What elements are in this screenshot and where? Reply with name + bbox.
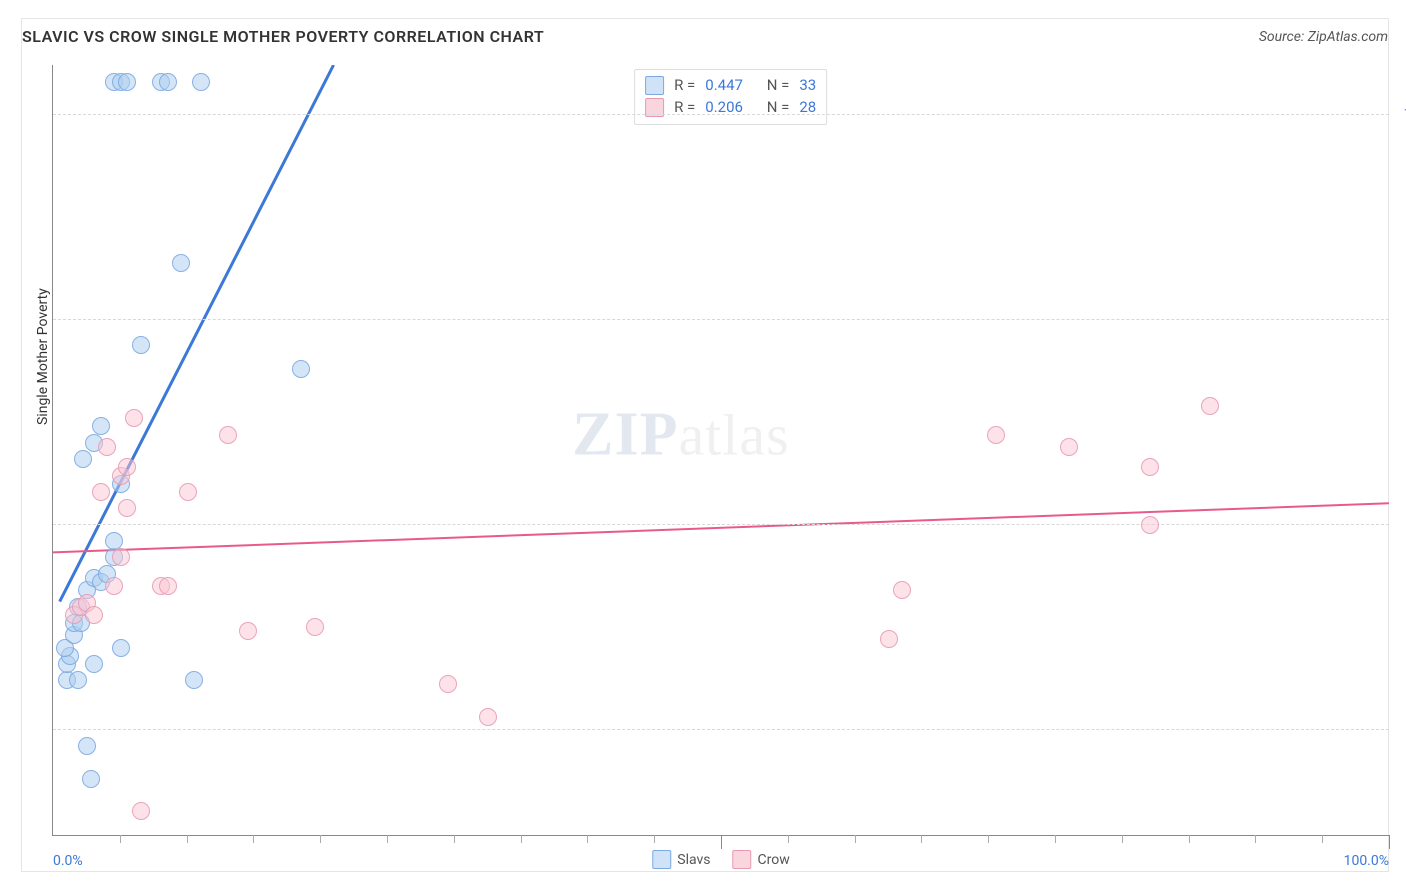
x-tick-minor bbox=[454, 835, 455, 843]
data-point bbox=[92, 483, 110, 501]
data-point bbox=[292, 360, 310, 378]
x-tick-minor bbox=[855, 835, 856, 843]
chart-container: SLAVIC VS CROW SINGLE MOTHER POVERTY COR… bbox=[21, 18, 1389, 872]
data-point bbox=[1141, 516, 1159, 534]
y-tick-label: 50.0% bbox=[1394, 516, 1406, 532]
crow-swatch-icon bbox=[733, 850, 752, 869]
data-point bbox=[219, 426, 237, 444]
trend-line-crow bbox=[53, 503, 1389, 552]
legend-item-crow: Crow bbox=[733, 850, 790, 869]
data-point bbox=[306, 618, 324, 636]
data-point bbox=[132, 802, 150, 820]
x-tick-minor bbox=[1322, 835, 1323, 843]
x-tick-major bbox=[1389, 835, 1390, 849]
x-tick-minor bbox=[587, 835, 588, 843]
trend-line-slavs bbox=[60, 65, 334, 602]
x-tick-minor bbox=[187, 835, 188, 843]
gridline bbox=[53, 114, 1389, 115]
data-point bbox=[69, 671, 87, 689]
data-point bbox=[74, 450, 92, 468]
legend-item-slavs: Slavs bbox=[652, 850, 710, 869]
x-tick-minor bbox=[387, 835, 388, 843]
x-axis-max-label: 100.0% bbox=[1344, 853, 1389, 869]
x-tick-minor bbox=[921, 835, 922, 843]
series-legend: Slavs Crow bbox=[652, 850, 789, 869]
y-tick-label: 100.0% bbox=[1394, 106, 1406, 122]
gridline bbox=[53, 729, 1389, 730]
x-tick-minor bbox=[320, 835, 321, 843]
x-tick-minor bbox=[1122, 835, 1123, 843]
trend-lines bbox=[53, 65, 1389, 835]
data-point bbox=[132, 336, 150, 354]
data-point bbox=[125, 409, 143, 427]
plot-area: Single Mother Poverty ZIPatlas R = 0.447… bbox=[52, 65, 1389, 836]
data-point bbox=[118, 73, 136, 91]
watermark: ZIPatlas bbox=[572, 399, 790, 470]
data-point bbox=[1141, 458, 1159, 476]
x-tick-minor bbox=[253, 835, 254, 843]
x-tick-major bbox=[721, 835, 722, 849]
data-point bbox=[880, 630, 898, 648]
data-point bbox=[159, 577, 177, 595]
data-point bbox=[112, 639, 130, 657]
data-point bbox=[1060, 438, 1078, 456]
chart-source: Source: ZipAtlas.com bbox=[1259, 29, 1388, 45]
x-tick-minor bbox=[1189, 835, 1190, 843]
data-point bbox=[85, 655, 103, 673]
data-point bbox=[118, 499, 136, 517]
chart-title: SLAVIC VS CROW SINGLE MOTHER POVERTY COR… bbox=[22, 27, 544, 46]
x-tick-minor bbox=[988, 835, 989, 843]
gridline bbox=[53, 319, 1389, 320]
x-tick-minor bbox=[521, 835, 522, 843]
x-tick-minor bbox=[654, 835, 655, 843]
x-tick-minor bbox=[788, 835, 789, 843]
gridline bbox=[53, 524, 1389, 525]
data-point bbox=[112, 548, 130, 566]
data-point bbox=[98, 438, 116, 456]
data-point bbox=[85, 606, 103, 624]
data-point bbox=[479, 708, 497, 726]
correlation-legend: R = 0.447 N = 33 R = 0.206 N = 28 bbox=[634, 69, 827, 125]
x-axis-min-label: 0.0% bbox=[53, 853, 83, 869]
data-point bbox=[893, 581, 911, 599]
data-point bbox=[1201, 397, 1219, 415]
data-point bbox=[439, 675, 457, 693]
data-point bbox=[118, 458, 136, 476]
x-tick-minor bbox=[120, 835, 121, 843]
data-point bbox=[239, 622, 257, 640]
data-point bbox=[92, 417, 110, 435]
legend-row-slavs: R = 0.447 N = 33 bbox=[645, 74, 816, 96]
data-point bbox=[987, 426, 1005, 444]
y-axis-label: Single Mother Poverty bbox=[35, 288, 51, 425]
data-point bbox=[105, 577, 123, 595]
data-point bbox=[105, 532, 123, 550]
data-point bbox=[192, 73, 210, 91]
data-point bbox=[78, 737, 96, 755]
data-point bbox=[159, 73, 177, 91]
x-tick-minor bbox=[1055, 835, 1056, 843]
slavs-swatch bbox=[645, 76, 664, 95]
data-point bbox=[179, 483, 197, 501]
data-point bbox=[82, 770, 100, 788]
y-tick-label: 75.0% bbox=[1394, 311, 1406, 327]
x-tick-minor bbox=[1255, 835, 1256, 843]
data-point bbox=[172, 254, 190, 272]
y-tick-label: 25.0% bbox=[1394, 721, 1406, 737]
data-point bbox=[185, 671, 203, 689]
slavs-swatch-icon bbox=[652, 850, 671, 869]
